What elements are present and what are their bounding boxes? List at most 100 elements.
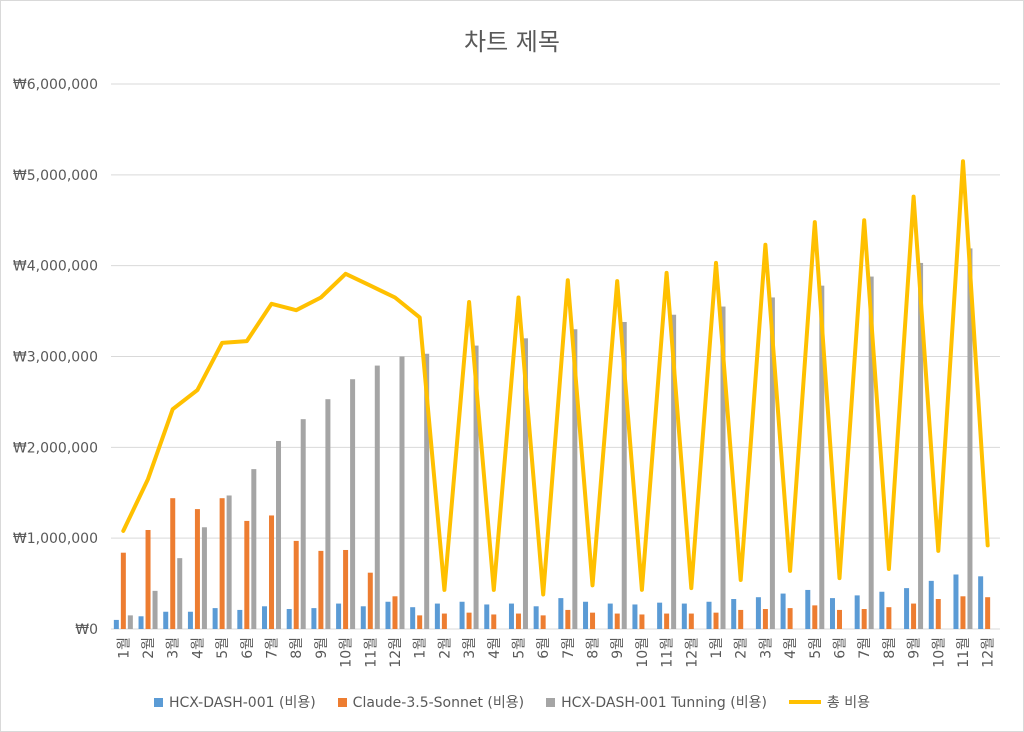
bar-hcx-tunning <box>325 399 331 629</box>
x-tick-label: 11월 <box>363 637 379 668</box>
legend-item-claude: Claude-3.5-Sonnet (비용) <box>337 692 524 712</box>
bar-claude <box>861 609 867 629</box>
bar-claude <box>911 603 917 629</box>
x-tick-label: 3월 <box>462 637 478 659</box>
bar-claude <box>664 613 670 629</box>
bar-claude <box>540 615 546 629</box>
bar-hcx-tunning <box>819 285 825 629</box>
x-tick-label: 12월 <box>981 637 997 668</box>
legend-item-hcx: HCX-DASH-001 (비용) <box>153 692 316 712</box>
bar-hcx <box>928 580 934 629</box>
x-tick-label: 3월 <box>166 637 182 659</box>
bar-claude <box>639 614 645 629</box>
x-tick-label: 4월 <box>783 637 799 659</box>
bar-hcx <box>978 576 984 629</box>
bar-hcx-tunning <box>177 558 183 629</box>
bar-claude <box>713 612 719 629</box>
y-tick-label: ₩2,000,000 <box>13 440 98 456</box>
bar-hcx-tunning <box>671 314 677 629</box>
y-tick-label: ₩1,000,000 <box>13 531 98 547</box>
x-tick-label: 6월 <box>240 637 256 659</box>
bar-hcx <box>583 601 589 629</box>
bar-hcx <box>731 599 737 629</box>
legend-label: HCX-DASH-001 Tunning (비용) <box>561 695 767 711</box>
bar-hcx-tunning <box>967 248 973 630</box>
x-tick-label: 1월 <box>709 637 725 659</box>
bar-hcx-tunning <box>572 329 578 629</box>
legend-swatch <box>788 700 821 704</box>
y-tick-label: ₩5,000,000 <box>13 168 98 184</box>
bar-claude <box>960 596 966 629</box>
bar-claude <box>269 515 275 629</box>
bar-hcx <box>953 574 959 629</box>
bar-hcx-tunning <box>399 356 405 629</box>
bar-claude <box>886 607 892 629</box>
bar-hcx <box>434 603 440 629</box>
y-tick-label: ₩0 <box>75 622 98 638</box>
bar-hcx-tunning <box>918 262 924 629</box>
x-tick-label: 1월 <box>116 637 132 659</box>
bar-claude <box>120 552 126 629</box>
bar-hcx <box>385 601 391 629</box>
bar-claude <box>762 609 768 629</box>
bar-hcx <box>533 606 539 629</box>
bar-hcx <box>187 611 193 629</box>
x-tick-label: 5월 <box>511 637 527 659</box>
bar-hcx <box>558 598 564 629</box>
x-tick-label: 10월 <box>635 637 651 668</box>
bar-hcx-tunning <box>300 419 306 629</box>
y-tick-label: ₩4,000,000 <box>13 259 98 275</box>
bar-hcx <box>681 603 687 629</box>
bar-hcx <box>657 602 663 629</box>
bar-claude <box>688 613 694 629</box>
bar-hcx <box>311 608 317 629</box>
bar-claude <box>293 540 299 629</box>
bar-hcx <box>508 603 514 629</box>
bar-hcx <box>163 611 169 629</box>
bar-hcx-tunning <box>868 276 874 629</box>
y-tick-label: ₩6,000,000 <box>13 77 98 93</box>
x-tick-label: 6월 <box>832 637 848 659</box>
bar-claude <box>145 529 151 629</box>
x-tick-label: 1월 <box>413 637 429 659</box>
bar-claude <box>565 609 571 629</box>
bar-claude <box>935 599 941 629</box>
bar-hcx <box>632 604 638 629</box>
x-tick-label: 2월 <box>141 637 157 659</box>
bar-hcx <box>113 619 119 629</box>
bar-hcx <box>286 609 292 629</box>
bar-claude <box>590 612 596 629</box>
bar-claude <box>491 614 497 629</box>
bar-claude <box>812 605 818 629</box>
bar-hcx-tunning <box>473 345 479 629</box>
x-tick-label: 9월 <box>610 637 626 659</box>
bar-hcx <box>459 601 465 629</box>
bar-claude <box>367 572 373 629</box>
x-tick-label: 4월 <box>190 637 206 659</box>
x-tick-label: 7월 <box>857 637 873 659</box>
legend-item-hcx-tunning: HCX-DASH-001 Tunning (비용) <box>546 692 767 712</box>
bar-claude <box>392 596 398 629</box>
bar-claude <box>836 609 842 629</box>
bar-hcx <box>755 597 761 629</box>
x-tick-label: 7월 <box>265 637 281 659</box>
bar-hcx <box>805 589 811 629</box>
bar-hcx-tunning <box>522 338 528 629</box>
bar-hcx <box>336 603 342 629</box>
bar-hcx-tunning <box>424 353 430 629</box>
x-tick-label: 5월 <box>215 637 231 659</box>
bar-hcx-tunning <box>152 590 158 629</box>
x-tick-label: 3월 <box>758 637 774 659</box>
legend-item-total: 총 비용 <box>788 692 870 712</box>
legend-label: HCX-DASH-001 (비용) <box>168 695 316 711</box>
bar-hcx <box>780 593 786 629</box>
bar-hcx <box>879 591 885 629</box>
bar-claude <box>614 613 620 629</box>
x-tick-label: 7월 <box>561 637 577 659</box>
bar-hcx <box>360 606 366 629</box>
bar-hcx-tunning <box>769 297 775 629</box>
bar-claude <box>170 498 176 629</box>
bar-claude <box>318 550 324 629</box>
legend-swatch <box>546 697 556 707</box>
